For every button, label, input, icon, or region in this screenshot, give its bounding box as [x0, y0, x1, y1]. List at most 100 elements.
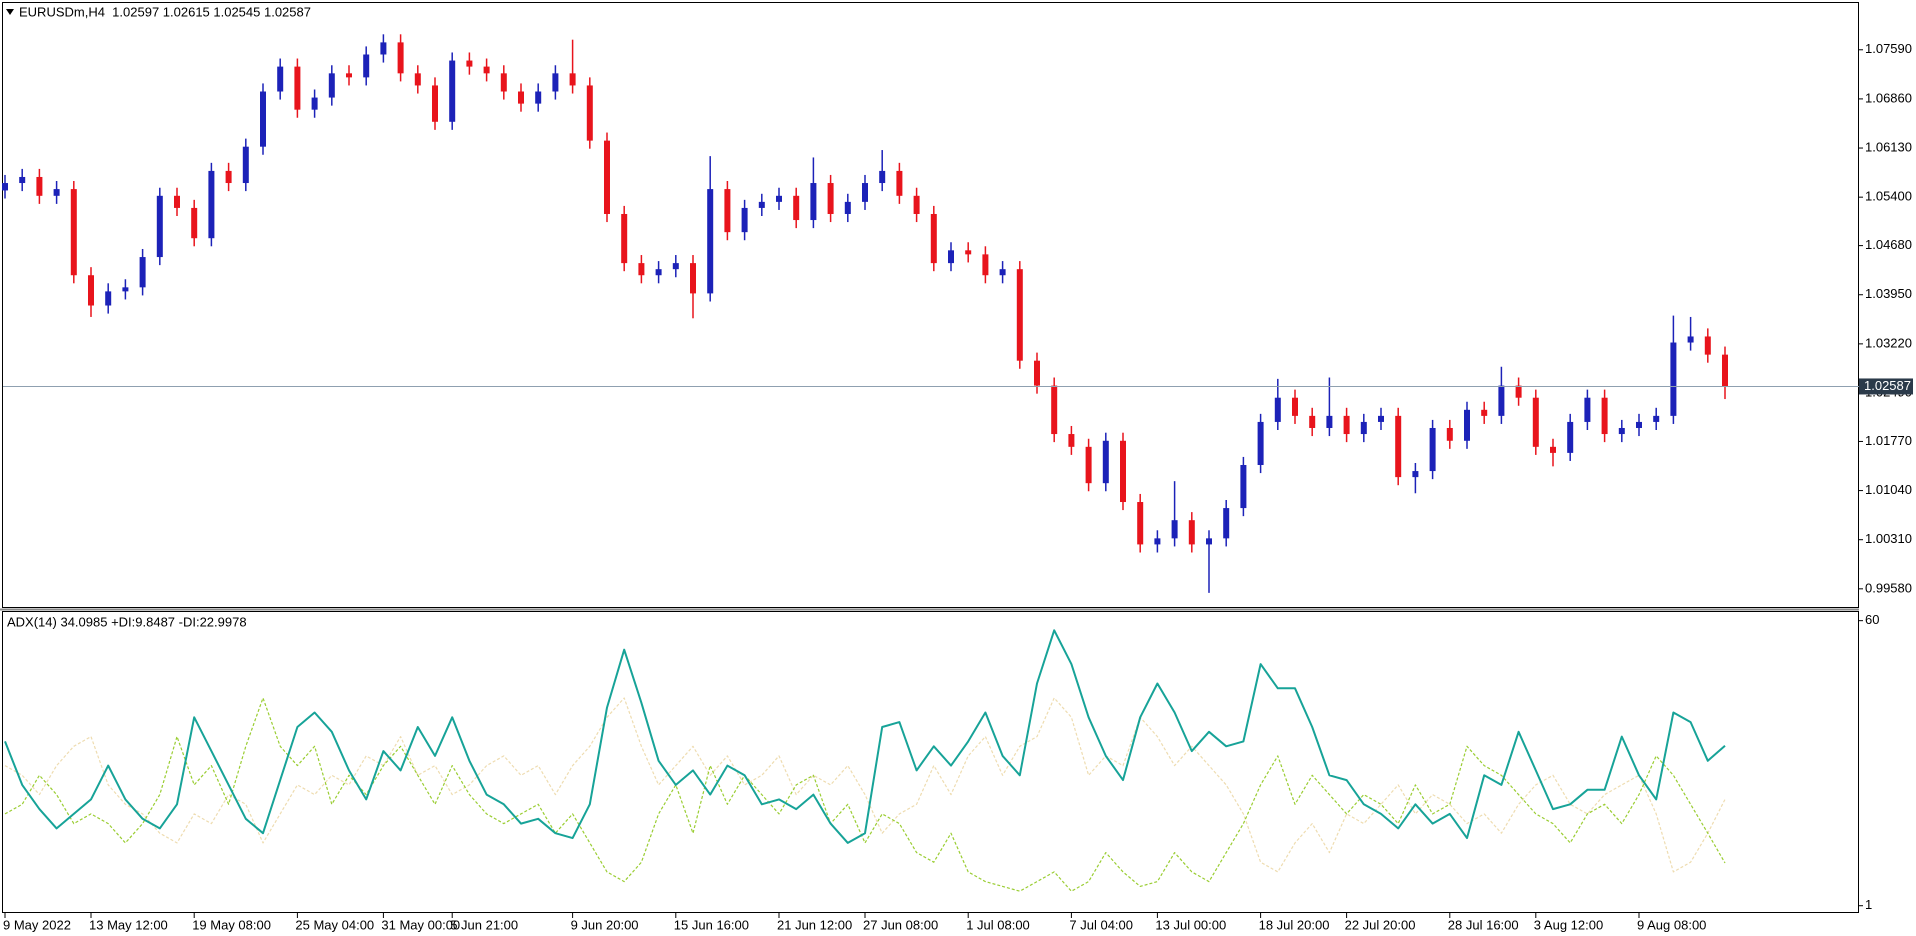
x-tick-label: 9 May 2022 — [3, 917, 71, 932]
y-tick-label: 1.01040 — [1865, 482, 1912, 497]
x-tick-label: 27 Jun 08:00 — [863, 917, 938, 932]
candle-body — [432, 85, 438, 122]
y-tick-label: 1.03950 — [1865, 286, 1912, 301]
candle-body — [1034, 360, 1040, 386]
candle-body — [913, 195, 920, 214]
candle-body — [191, 207, 198, 239]
candle-body — [1464, 409, 1470, 441]
candle-body — [277, 66, 284, 92]
indicator-line — [4, 629, 1726, 844]
candle-body — [1636, 421, 1642, 428]
candle-body — [260, 91, 266, 147]
candle-body — [1532, 397, 1539, 447]
candle-body — [1120, 440, 1126, 503]
candle-body — [139, 257, 146, 288]
candle-body — [1360, 421, 1367, 435]
candle-body — [810, 183, 817, 221]
x-tick-label: 7 Jul 04:00 — [1069, 917, 1133, 932]
candle-body — [862, 183, 868, 202]
candle-body — [1051, 385, 1058, 435]
x-tick-label: 19 May 08:00 — [192, 917, 271, 932]
candle-body — [1343, 415, 1350, 435]
candle-body — [294, 66, 301, 110]
candle-body — [1515, 385, 1522, 398]
candle-body — [88, 275, 94, 306]
candle-body — [896, 170, 903, 196]
x-tick-label: 1 Jul 08:00 — [966, 917, 1030, 932]
price-panel — [2, 2, 1859, 608]
y-tick-label: 60 — [1865, 612, 1879, 627]
candle-body — [1601, 397, 1608, 435]
candle-body — [604, 140, 610, 214]
candle-body — [1102, 440, 1109, 484]
candle-body — [156, 195, 163, 258]
candle-body — [105, 291, 112, 306]
y-tick-label: 1.01770 — [1865, 433, 1912, 448]
candle-body — [1206, 538, 1212, 545]
x-tick-label: 13 Jul 00:00 — [1155, 917, 1226, 932]
candle-body — [500, 73, 507, 92]
candle-body — [483, 66, 490, 74]
candle-body — [1378, 415, 1384, 422]
indicator-line — [4, 697, 1726, 892]
candle-body — [999, 269, 1006, 276]
y-tick-label: 1 — [1865, 897, 1872, 912]
current-price-label: 1.02587 — [1864, 378, 1911, 393]
candle-body — [793, 195, 800, 221]
candle-body — [466, 60, 473, 67]
y-tick-label: 1.04680 — [1865, 237, 1912, 252]
candle-body — [1326, 415, 1333, 428]
x-tick-label: 5 Jun 21:00 — [450, 917, 518, 932]
x-tick-label: 9 Jun 20:00 — [571, 917, 639, 932]
candle-body — [1704, 336, 1711, 355]
candle-body — [1309, 415, 1316, 428]
candle-body — [363, 54, 370, 78]
candle-body — [930, 213, 937, 264]
candle-body — [346, 73, 352, 78]
candle-body — [879, 170, 886, 184]
candle-body — [965, 250, 972, 255]
candle-body — [1240, 465, 1247, 509]
candle-body — [1446, 427, 1453, 441]
candle-body — [1274, 397, 1281, 422]
y-tick-label: 1.06860 — [1865, 90, 1912, 105]
menu-arrow[interactable] — [6, 9, 14, 15]
candle-body — [1567, 421, 1574, 453]
candle-body — [982, 254, 989, 276]
y-tick-label: 1.05400 — [1865, 189, 1912, 204]
candle-body — [758, 201, 765, 208]
candle-body — [1687, 336, 1694, 343]
x-tick-label: 21 Jun 12:00 — [777, 917, 852, 932]
candle-body — [690, 263, 696, 294]
candle-body — [1223, 508, 1230, 539]
candle-body — [1498, 385, 1505, 416]
candle-body — [1584, 397, 1591, 422]
candle-body — [122, 287, 129, 292]
y-tick-label: 1.07590 — [1865, 41, 1912, 56]
candle-body — [655, 269, 662, 276]
candle-body — [1137, 502, 1144, 545]
candle-body — [53, 189, 60, 196]
candle-body — [1722, 354, 1728, 387]
candle-body — [1068, 434, 1075, 447]
candle-body — [311, 97, 318, 110]
candle-body — [2, 183, 8, 191]
current-price-box — [1859, 378, 1913, 395]
candle-body — [1618, 427, 1625, 435]
candle-body — [741, 207, 748, 233]
candle-body — [1653, 415, 1660, 422]
candle-body — [586, 85, 593, 141]
x-tick-label: 13 May 12:00 — [89, 917, 168, 932]
candle-body — [638, 263, 645, 276]
candle-body — [569, 73, 576, 86]
candle-body — [844, 201, 851, 214]
x-tick-label: 15 Jun 16:00 — [674, 917, 749, 932]
candle-body — [672, 263, 679, 270]
candle-body — [707, 189, 714, 294]
x-tick-label: 25 May 04:00 — [295, 917, 374, 932]
candle-body — [1395, 415, 1402, 478]
y-tick-label: 1.00310 — [1865, 531, 1912, 546]
